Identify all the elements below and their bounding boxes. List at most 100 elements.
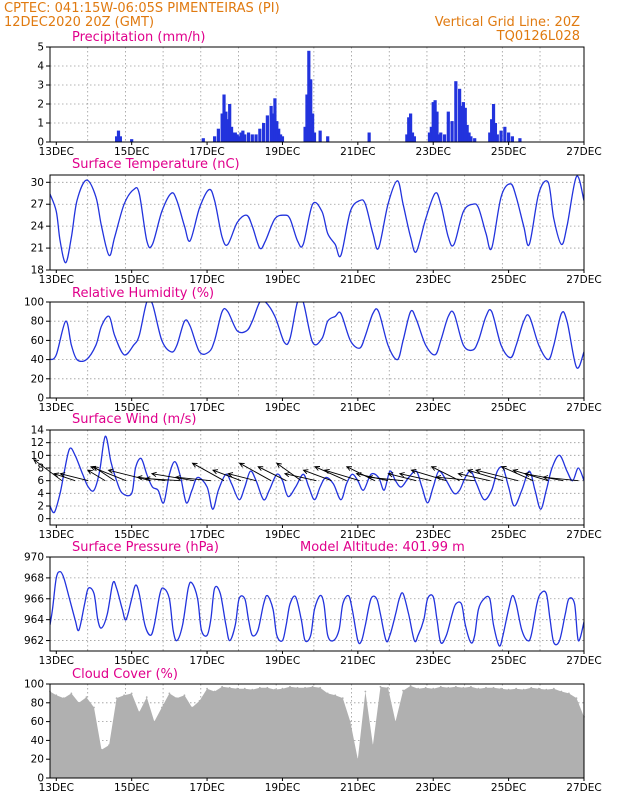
wind-vector <box>86 469 106 482</box>
precip-bar <box>116 130 121 142</box>
cloud-point <box>537 687 540 690</box>
cloud-panel: 0 20 40 60 80 100 13DEC 15DEC 17DEC 19DEC 21DEC 23D… <box>24 679 602 795</box>
rh-ytick-label: 20 <box>31 373 44 385</box>
precip-bar <box>493 123 498 142</box>
cloud-point <box>100 748 103 751</box>
cloud-ytick-label: 80 <box>31 697 44 709</box>
precip-bar <box>326 136 330 142</box>
wind-vector <box>191 462 225 482</box>
precip-bar <box>439 132 443 142</box>
cloud-point <box>492 686 495 689</box>
wind-vector <box>144 476 181 482</box>
wind-vector <box>283 472 317 482</box>
rh-ytick-label: 80 <box>31 316 44 328</box>
wind-vector <box>238 462 272 482</box>
precip-bar <box>118 136 122 142</box>
rh-title: Relative Humidity (%) <box>72 286 214 301</box>
pres-xtick-label: 23DEC <box>416 655 451 667</box>
cloud-point <box>153 720 156 723</box>
cloud-point <box>379 685 382 688</box>
precip-bar <box>458 88 462 142</box>
wind-xtick-label: 19DEC <box>265 529 300 541</box>
precip-bar <box>307 50 311 142</box>
rh-ytick-label: 0 <box>37 393 44 405</box>
precip-bar <box>243 134 247 142</box>
precip-xtick-label: 25DEC <box>491 146 526 158</box>
cloud-point <box>507 688 510 691</box>
cloud-xtick-label: 21DEC <box>340 782 375 794</box>
precip-ytick-label: 5 <box>37 42 44 54</box>
cloud-point <box>462 686 465 689</box>
precip-xtick-label: 23DEC <box>416 146 451 158</box>
wind-vector <box>457 472 490 482</box>
precip-bar <box>201 138 205 142</box>
cloud-point <box>311 685 314 688</box>
cloud-point <box>417 687 420 690</box>
cloud-point <box>394 720 397 723</box>
precip-bar <box>488 132 492 142</box>
precip-bar <box>224 111 228 142</box>
wind-ytick-label: 10 <box>31 450 44 462</box>
precip-xtick-label: 15DEC <box>114 146 149 158</box>
precip-bar <box>231 132 236 142</box>
precip-bar <box>433 100 437 142</box>
cloud-point <box>575 697 578 699</box>
cloud-point <box>296 686 299 689</box>
wind-vector <box>398 472 432 482</box>
cloud-point <box>326 692 329 695</box>
precip-bar <box>213 136 217 142</box>
run-time: 12DEC2020 20Z (GMT) <box>4 15 154 30</box>
cloud-point <box>439 685 442 688</box>
rh-ytick-label: 100 <box>24 297 44 309</box>
rh-series-line <box>50 302 584 369</box>
precip-frame <box>49 46 585 143</box>
wind-vector <box>212 469 242 482</box>
wind-xtick-label: 21DEC <box>340 529 375 541</box>
precip-bar <box>239 132 243 142</box>
cloud-area <box>50 685 584 778</box>
precip-bar <box>305 94 309 142</box>
wind-title: Surface Wind (m/s) <box>72 412 196 427</box>
temp-xtick-label: 13DEC <box>39 274 74 286</box>
cloud-xtick-label: 23DEC <box>416 782 451 794</box>
pres-ytick-label: 964 <box>24 614 44 626</box>
cloud-xtick-label: 27DEC <box>566 782 601 794</box>
rh-panel: 0 20 40 60 80 100 13DEC 15DEC 17DEC 19DEC 21DEC 23D… <box>24 297 602 415</box>
wind-vector <box>387 472 417 482</box>
cloud-point <box>191 706 193 709</box>
wind-vector <box>512 468 549 482</box>
precip-bar <box>450 121 454 142</box>
temp-series-line <box>50 175 584 264</box>
precip-bar <box>254 134 258 142</box>
rh-frame <box>49 301 585 399</box>
wind-vector <box>323 468 360 482</box>
cloud-xtick-label: 19DEC <box>265 782 300 794</box>
precip-bar <box>412 136 416 142</box>
precip-bar <box>446 111 450 142</box>
cloud-point <box>198 700 201 702</box>
precip-bar <box>262 123 266 142</box>
cloud-point <box>213 690 216 693</box>
temp-xtick-label: 17DEC <box>189 274 224 286</box>
wind-vector <box>430 466 460 482</box>
wind-vector <box>542 475 579 482</box>
cloud-point <box>243 687 246 690</box>
wind-ytick-label: 14 <box>31 425 45 437</box>
cloud-xtick-label: 13DEC <box>39 782 74 794</box>
cloud-point <box>424 686 427 689</box>
wind-ytick-label: 0 <box>37 513 44 525</box>
precip-bar <box>459 105 464 142</box>
temp-xtick-label: 21DEC <box>340 274 375 286</box>
pres-series-line <box>50 570 584 647</box>
model-code: TQ0126L028 <box>496 29 580 44</box>
wind-vector <box>314 466 347 482</box>
precip-bar <box>405 134 409 142</box>
precip-bar <box>467 132 471 142</box>
rh-xtick-label: 15DEC <box>114 402 149 414</box>
wind-vector <box>275 462 302 482</box>
precip-bar <box>216 128 220 142</box>
wind-xtick-label: 15DEC <box>114 529 149 541</box>
precip-bar <box>442 134 447 142</box>
